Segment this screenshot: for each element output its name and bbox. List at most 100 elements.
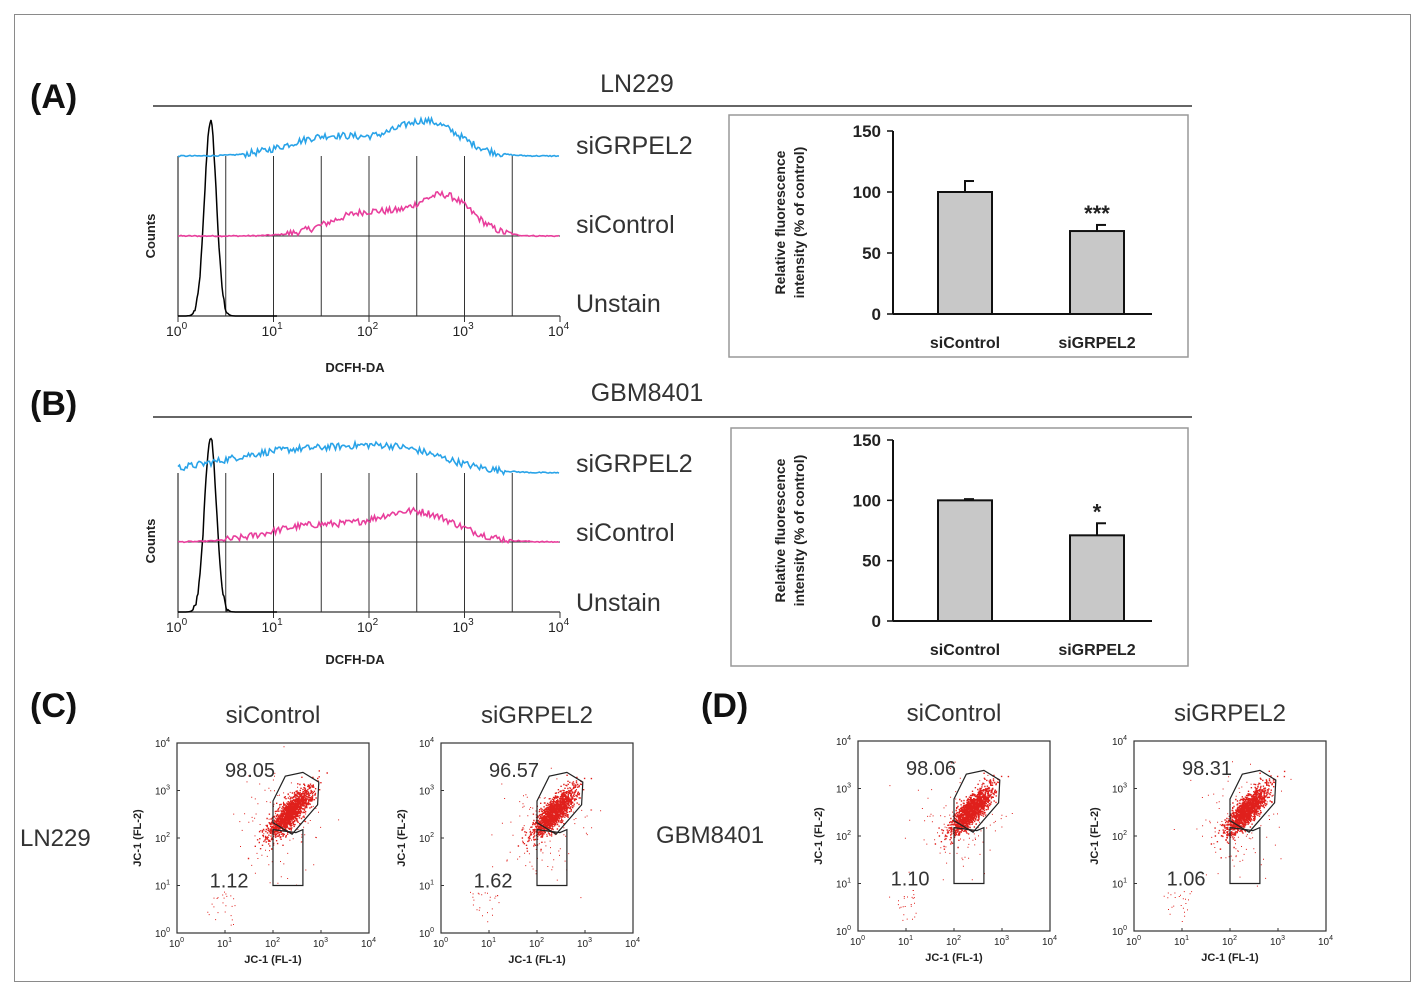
histogram-a-trace-sicontrol [177,189,560,238]
scatter-ylabel: JC-1 (FL-2) [132,809,144,867]
scatter-ytick-label: 103 [155,785,170,798]
histogram-xtick-label: 103 [453,617,475,635]
histogram-b-label-unstain: Unstain [576,589,661,617]
panel-b-letter: (B) [30,385,77,423]
bar-ytick-label: 0 [872,305,881,324]
scatter-ytick-label: 102 [836,830,851,843]
scatter-xtick-label: 101 [217,937,232,950]
scatter-ytick-label: 102 [419,832,434,845]
histogram-xtick-label: 104 [548,321,570,339]
scatter-xtick-label: 103 [313,937,328,950]
gate-high-percentage: 98.31 [1182,758,1232,780]
gate-high-percentage: 96.57 [489,760,539,782]
scatter-title: siGRPEL2 [1174,700,1286,727]
scatter-xtick-label: 101 [898,935,913,948]
significance-marker: *** [1084,201,1110,226]
histogram-b-trace-unstain [178,437,277,613]
bar-ytick-label: 100 [853,183,881,202]
gate-low-polygon [953,826,985,885]
scatter-ytick-label: 104 [1112,735,1127,748]
bar-sicontrol [937,191,993,315]
panel-d: (D) GBM8401 siControl1001001011011021021… [656,687,1333,964]
scatter-xtick-label: 100 [850,935,865,948]
gate-low-percentage: 1.10 [891,868,930,890]
bar-ytick-label: 50 [862,552,881,571]
scatter-xtick-label: 104 [625,937,640,950]
gate-high-polygon [1229,769,1277,833]
scatter-xlabel: JC-1 (FL-1) [508,954,566,966]
histogram-xtick-label: 103 [453,321,475,339]
scatter-ytick-label: 101 [836,878,851,891]
bar-chart-a-frame [728,114,1189,358]
scatter-ytick-label: 100 [836,925,851,938]
bar-ytick-label: 100 [853,491,881,510]
bar-ytick-label: 150 [853,431,881,450]
panel-d-row-label: GBM8401 [656,822,764,849]
histogram-b-ylabel: Counts [143,519,158,564]
gate-low-percentage: 1.12 [210,870,249,892]
bar-category-label: siControl [930,642,1000,659]
bar-chart-b: 0 50 100 150 Relative fluorescence intensity … [730,427,1189,667]
scatter-events [470,767,602,923]
gate-high-polygon [536,771,584,835]
scatter-xlabel: JC-1 (FL-1) [244,954,302,966]
scatter-ytick-label: 103 [836,783,851,796]
scatter-dots [889,761,1013,921]
bar-ytick-label: 0 [872,612,881,631]
scatter-dots [1163,761,1292,922]
scatter-title: siControl [907,700,1002,727]
panel-c: (C) LN229 siControl100100101101102102103… [20,687,640,966]
gate-low-percentage: 1.62 [474,870,513,892]
scatter-title: siControl [226,702,321,729]
bar-sigrpel2 [1069,534,1125,622]
bar-category-label: siGRPEL2 [1058,642,1135,659]
panel-b: (B) GBM8401 Counts DCFH-DA 100 101 102 103 1… [30,379,1192,667]
gate-low-polygon [1229,826,1261,885]
histogram-xtick-label: 104 [548,617,570,635]
panel-a-cell-line: LN229 [600,70,674,98]
scatter-ylabel: JC-1 (FL-2) [396,809,408,867]
bar-sigrpel2 [1069,230,1125,315]
scatter-ytick-label: 102 [1112,830,1127,843]
gate-low-polygon [272,828,304,887]
scatter-events [1163,761,1292,922]
histogram-xtick-label: 100 [166,321,188,339]
scatter-xtick-label: 104 [1042,935,1057,948]
histogram-xtick-label: 101 [262,617,284,635]
histogram-b-trace-sigrpel2 [177,439,560,477]
scatter-ytick-label: 101 [155,880,170,893]
scatter-ytick-label: 104 [155,737,170,750]
scatter-title: siGRPEL2 [481,702,593,729]
scatter-ytick-label: 100 [419,927,434,940]
figure-frame [14,14,1411,982]
scatter-xtick-label: 103 [1270,935,1285,948]
histogram-a-xlabel: DCFH-DA [325,360,385,375]
scatter-ylabel: JC-1 (FL-2) [813,807,825,865]
scatter-ytick-label: 104 [419,737,434,750]
histogram-xtick-label: 102 [357,617,379,635]
scatter-xtick-label: 100 [169,937,184,950]
scatter-ytick-label: 101 [419,880,434,893]
panel-a-letter: (A) [30,78,77,116]
scatter-xtick-label: 104 [361,937,376,950]
scatter-ytick-label: 103 [1112,783,1127,796]
scatter-ytick-label: 101 [1112,878,1127,891]
scatter-xtick-label: 104 [1318,935,1333,948]
significance-marker: * [1093,499,1102,524]
scatter-xtick-label: 103 [994,935,1009,948]
scatter-ytick-label: 103 [419,785,434,798]
histogram-b-grid [177,473,561,618]
scatter-ytick-label: 104 [836,735,851,748]
histogram-b-trace-sicontrol [177,506,560,544]
bar-sicontrol [937,499,993,623]
scatter-xtick-label: 102 [529,937,544,950]
histogram-b: Counts DCFH-DA 100 101 102 103 104 siGRPEL2 … [143,437,693,667]
scatter-ytick-label: 102 [155,832,170,845]
panel-b-cell-line: GBM8401 [591,379,704,407]
scatter-xtick-label: 100 [433,937,448,950]
